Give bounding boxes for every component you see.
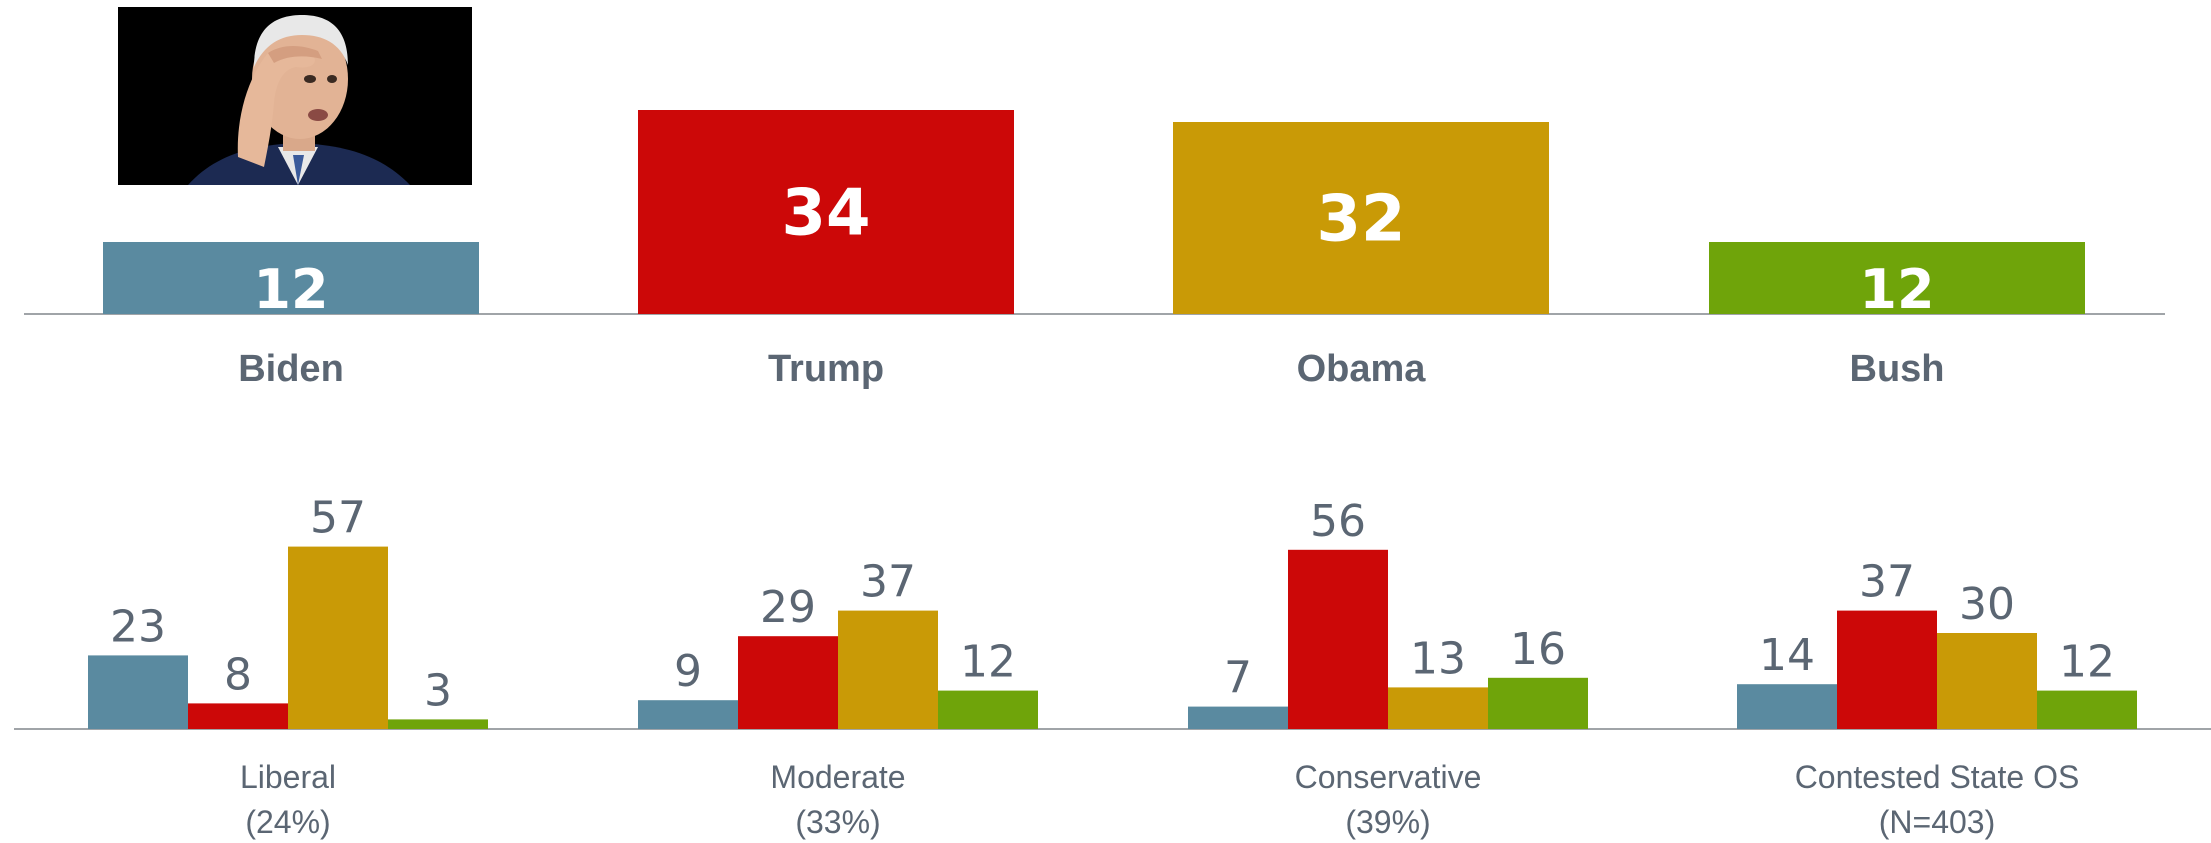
bottom-bar-value-label: 37 [1859, 557, 1915, 608]
bottom-bar-obama [1388, 687, 1488, 729]
bottom-bar-obama [838, 610, 938, 729]
bottom-bar-bush [2037, 690, 2137, 729]
bottom-category-label: Contested State OS [1795, 759, 2080, 795]
bottom-bar-value-label: 12 [960, 637, 1016, 688]
bottom-bar-value-label: 29 [760, 582, 816, 633]
top-bar-bush [1709, 242, 2085, 314]
bottom-bar-bush [1488, 677, 1588, 729]
top-category-label-obama: Obama [1297, 348, 1427, 390]
bottom-bar-value-label: 30 [1959, 579, 2015, 630]
bottom-category-sublabel: (N=403) [1879, 804, 1996, 840]
bottom-category-label: Liberal [240, 759, 336, 795]
bottom-bar-obama [1937, 633, 2037, 729]
bottom-bar-value-label: 23 [110, 601, 166, 652]
bottom-bar-trump [1288, 549, 1388, 729]
bottom-bar-bush [938, 690, 1038, 729]
top-bar-trump [638, 110, 1014, 314]
bottom-bar-value-label: 8 [224, 649, 252, 700]
bottom-category-sublabel: (24%) [245, 804, 330, 840]
bottom-bar-trump [738, 636, 838, 729]
bottom-bar-value-label: 3 [424, 665, 452, 716]
bottom-bar-biden [1737, 684, 1837, 729]
bottom-category-sublabel: (33%) [795, 804, 880, 840]
bottom-bar-value-label: 16 [1510, 624, 1566, 675]
top-category-label-trump: Trump [768, 348, 884, 390]
top-category-label-biden: Biden [238, 348, 344, 390]
person-photo-icon [118, 7, 472, 185]
top-bar-obama [1173, 122, 1549, 314]
bottom-bar-value-label: 9 [674, 646, 702, 697]
bottom-bar-value-label: 7 [1224, 653, 1252, 704]
top-bar-biden [103, 242, 479, 314]
bottom-bar-value-label: 14 [1759, 630, 1815, 681]
bottom-bar-value-label: 12 [2059, 637, 2115, 688]
top-bar-value-biden: 12 [253, 258, 328, 321]
bottom-bar-value-label: 56 [1310, 496, 1366, 547]
top-category-label-bush: Bush [1850, 348, 1945, 390]
bottom-category-sublabel: (39%) [1345, 804, 1430, 840]
bottom-bar-trump [188, 703, 288, 729]
bottom-bar-bush [388, 719, 488, 729]
bottom-bar-biden [88, 655, 188, 729]
bottom-bar-value-label: 37 [860, 557, 916, 608]
top-bar-value-obama: 32 [1316, 182, 1405, 256]
bottom-bar-trump [1837, 610, 1937, 729]
bottom-category-label: Conservative [1295, 759, 1482, 795]
bottom-bar-value-label: 57 [310, 493, 366, 544]
top-bar-value-trump: 34 [781, 176, 870, 250]
bottom-category-label: Moderate [770, 759, 905, 795]
bottom-bar-value-label: 13 [1410, 633, 1466, 684]
bottom-bar-biden [638, 700, 738, 729]
top-bar-value-bush: 12 [1859, 258, 1934, 321]
bottom-bar-obama [288, 546, 388, 729]
bottom-bar-biden [1188, 706, 1288, 729]
